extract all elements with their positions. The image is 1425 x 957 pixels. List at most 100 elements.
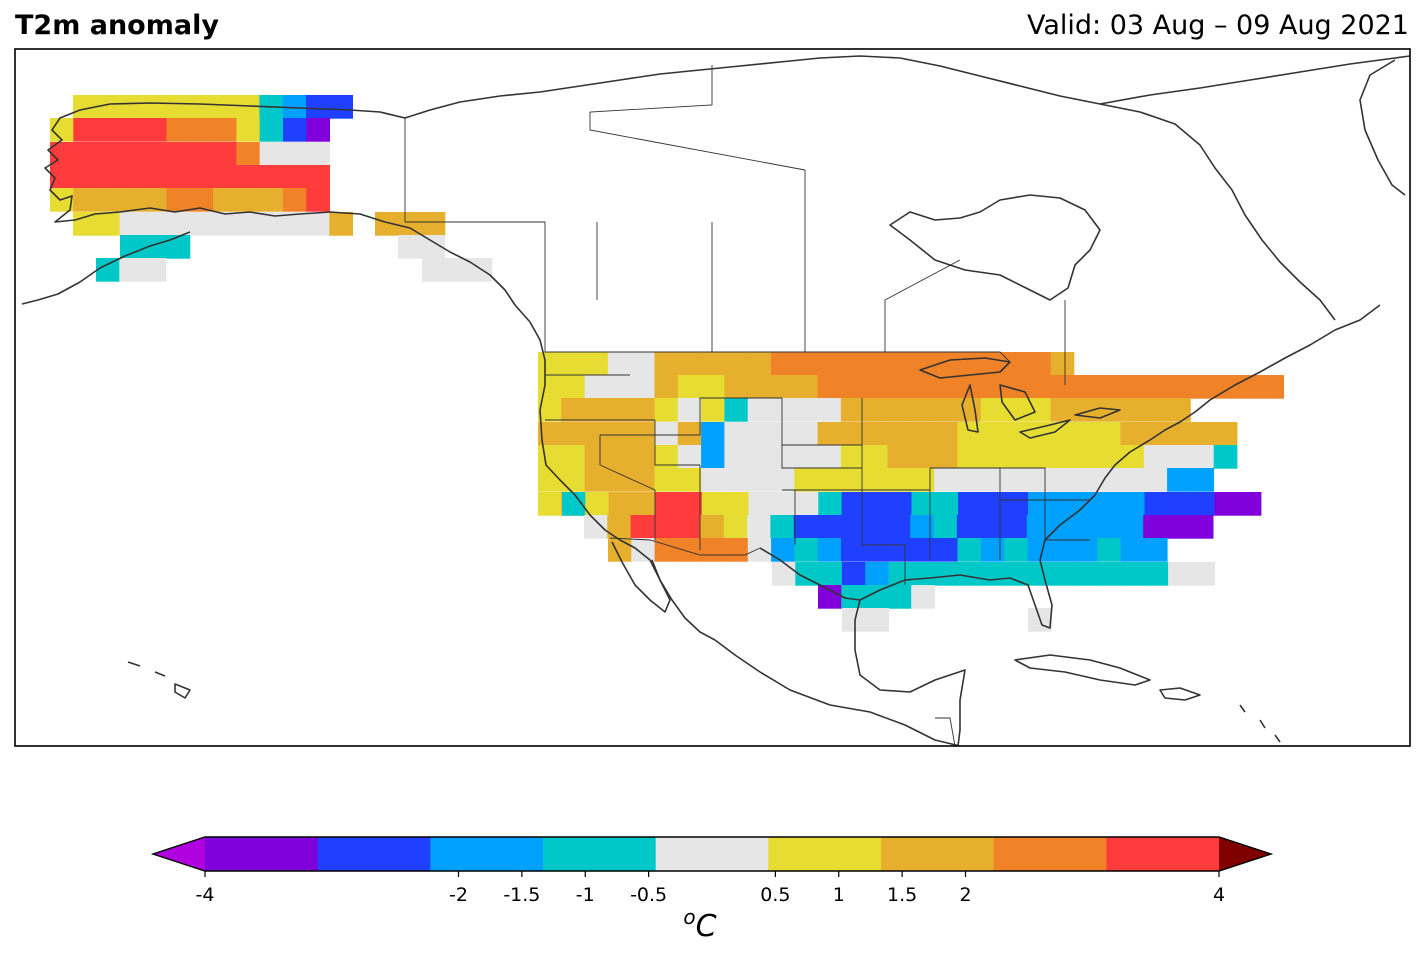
border-us-mexico — [609, 537, 761, 556]
anomaly-cell — [911, 492, 936, 516]
anomaly-cell — [1096, 515, 1121, 539]
anomaly-cell — [1005, 562, 1029, 586]
anomaly-cell — [677, 398, 702, 422]
anomaly-cell — [1027, 398, 1051, 422]
anomaly-cell — [957, 538, 982, 562]
anomaly-cell — [654, 468, 679, 492]
anomaly-cell — [306, 118, 330, 142]
anomaly-cell — [747, 468, 772, 492]
anomaly-cell — [981, 492, 1006, 516]
anomaly-cell — [980, 515, 1004, 539]
anomaly-cell — [236, 95, 260, 119]
anomaly-cell — [1050, 538, 1075, 562]
anomaly-cell — [189, 165, 214, 189]
anomaly-cell — [142, 258, 167, 282]
colorbar-underflow-triangle — [153, 837, 205, 871]
coastline-hispaniola — [1159, 687, 1201, 701]
anomaly-cell — [1190, 468, 1215, 492]
anomaly-cell — [236, 188, 261, 212]
coastlines — [21, 55, 1410, 746]
anomaly-cell — [1214, 492, 1239, 516]
anomaly-cell — [1120, 538, 1145, 562]
anomaly-cell — [73, 142, 97, 166]
anomaly-cell — [631, 375, 655, 399]
anomaly-cell — [793, 515, 818, 539]
colorbar-segment — [655, 837, 769, 871]
colorbar-tick-label: 1 — [833, 884, 845, 906]
anomaly-cell — [96, 165, 121, 189]
colorbar-segment — [881, 837, 995, 871]
anomaly-cell — [213, 118, 237, 142]
anomaly-cell — [818, 492, 842, 516]
anomaly-cell — [794, 422, 818, 446]
anomaly-cell — [934, 422, 958, 446]
anomaly-cell — [607, 422, 632, 446]
anomaly-cell — [957, 468, 982, 492]
anomaly-cell — [1097, 492, 1122, 516]
anomaly-cell — [1051, 562, 1076, 586]
anomaly-cell — [561, 375, 585, 399]
anomaly-cell — [306, 212, 330, 236]
anomaly-cell — [1143, 515, 1167, 539]
anomaly-cell — [934, 445, 958, 469]
anomaly-cell — [700, 515, 725, 539]
anomaly-cell — [50, 142, 74, 166]
anomaly-cell — [561, 445, 585, 469]
anomaly-cell — [259, 142, 284, 166]
anomaly-cell — [1167, 375, 1191, 399]
anomaly-cell — [119, 95, 144, 119]
anomaly-cell — [865, 608, 889, 632]
anomaly-cell — [654, 422, 679, 446]
anomaly-cell — [166, 95, 190, 119]
anomaly-cell — [189, 118, 214, 142]
anomaly-cell — [771, 468, 795, 492]
anomaly-cell — [143, 188, 167, 212]
anomaly-cell — [1143, 538, 1168, 562]
anomaly-cell — [630, 515, 655, 539]
anomaly-cell — [166, 212, 190, 236]
anomaly-cell — [701, 468, 725, 492]
anomaly-cell — [678, 492, 703, 516]
anomaly-cell — [1097, 398, 1121, 422]
anomaly-cell — [538, 375, 562, 399]
anomaly-cell — [1189, 515, 1214, 539]
anomaly-cell — [956, 515, 981, 539]
anomaly-cell — [747, 538, 772, 562]
anomaly-cell — [584, 445, 609, 469]
colorbar-segments — [205, 837, 1220, 871]
anomaly-cell — [561, 398, 585, 422]
map-title: T2m anomaly — [15, 10, 219, 41]
political-borders — [404, 65, 1090, 746]
anomaly-cell — [631, 398, 655, 422]
anomaly-cell — [934, 468, 958, 492]
anomaly-cell — [119, 142, 144, 166]
anomaly-cell — [957, 352, 982, 376]
anomaly-cell — [1028, 562, 1052, 586]
anomaly-cell — [1190, 375, 1215, 399]
anomaly-cell — [747, 375, 772, 399]
anomaly-cell — [1028, 492, 1052, 516]
anomaly-cell — [817, 445, 842, 469]
anomaly-cell — [724, 352, 749, 376]
anomaly-cell — [864, 492, 889, 516]
border-canada-provinces — [589, 65, 1066, 385]
anomaly-cell — [1074, 562, 1099, 586]
anomaly-cell — [794, 445, 818, 469]
anomaly-cell — [911, 562, 936, 586]
anomaly-cell — [748, 492, 773, 516]
anomaly-cell — [329, 95, 353, 119]
anomaly-cell — [236, 142, 261, 166]
anomaly-cell — [119, 212, 144, 236]
anomaly-cell — [794, 538, 819, 562]
anomaly-cell — [1074, 538, 1098, 562]
coastline-labrador — [1099, 55, 1410, 105]
anomaly-cell — [724, 445, 749, 469]
anomaly-cell — [1167, 468, 1191, 492]
coastline-baja — [611, 541, 671, 613]
anomaly-cell — [723, 515, 748, 539]
colorbar-segment — [543, 837, 657, 871]
anomaly-cell — [1213, 375, 1238, 399]
anomaly-cell — [1191, 492, 1215, 516]
anomaly-cell — [817, 398, 842, 422]
